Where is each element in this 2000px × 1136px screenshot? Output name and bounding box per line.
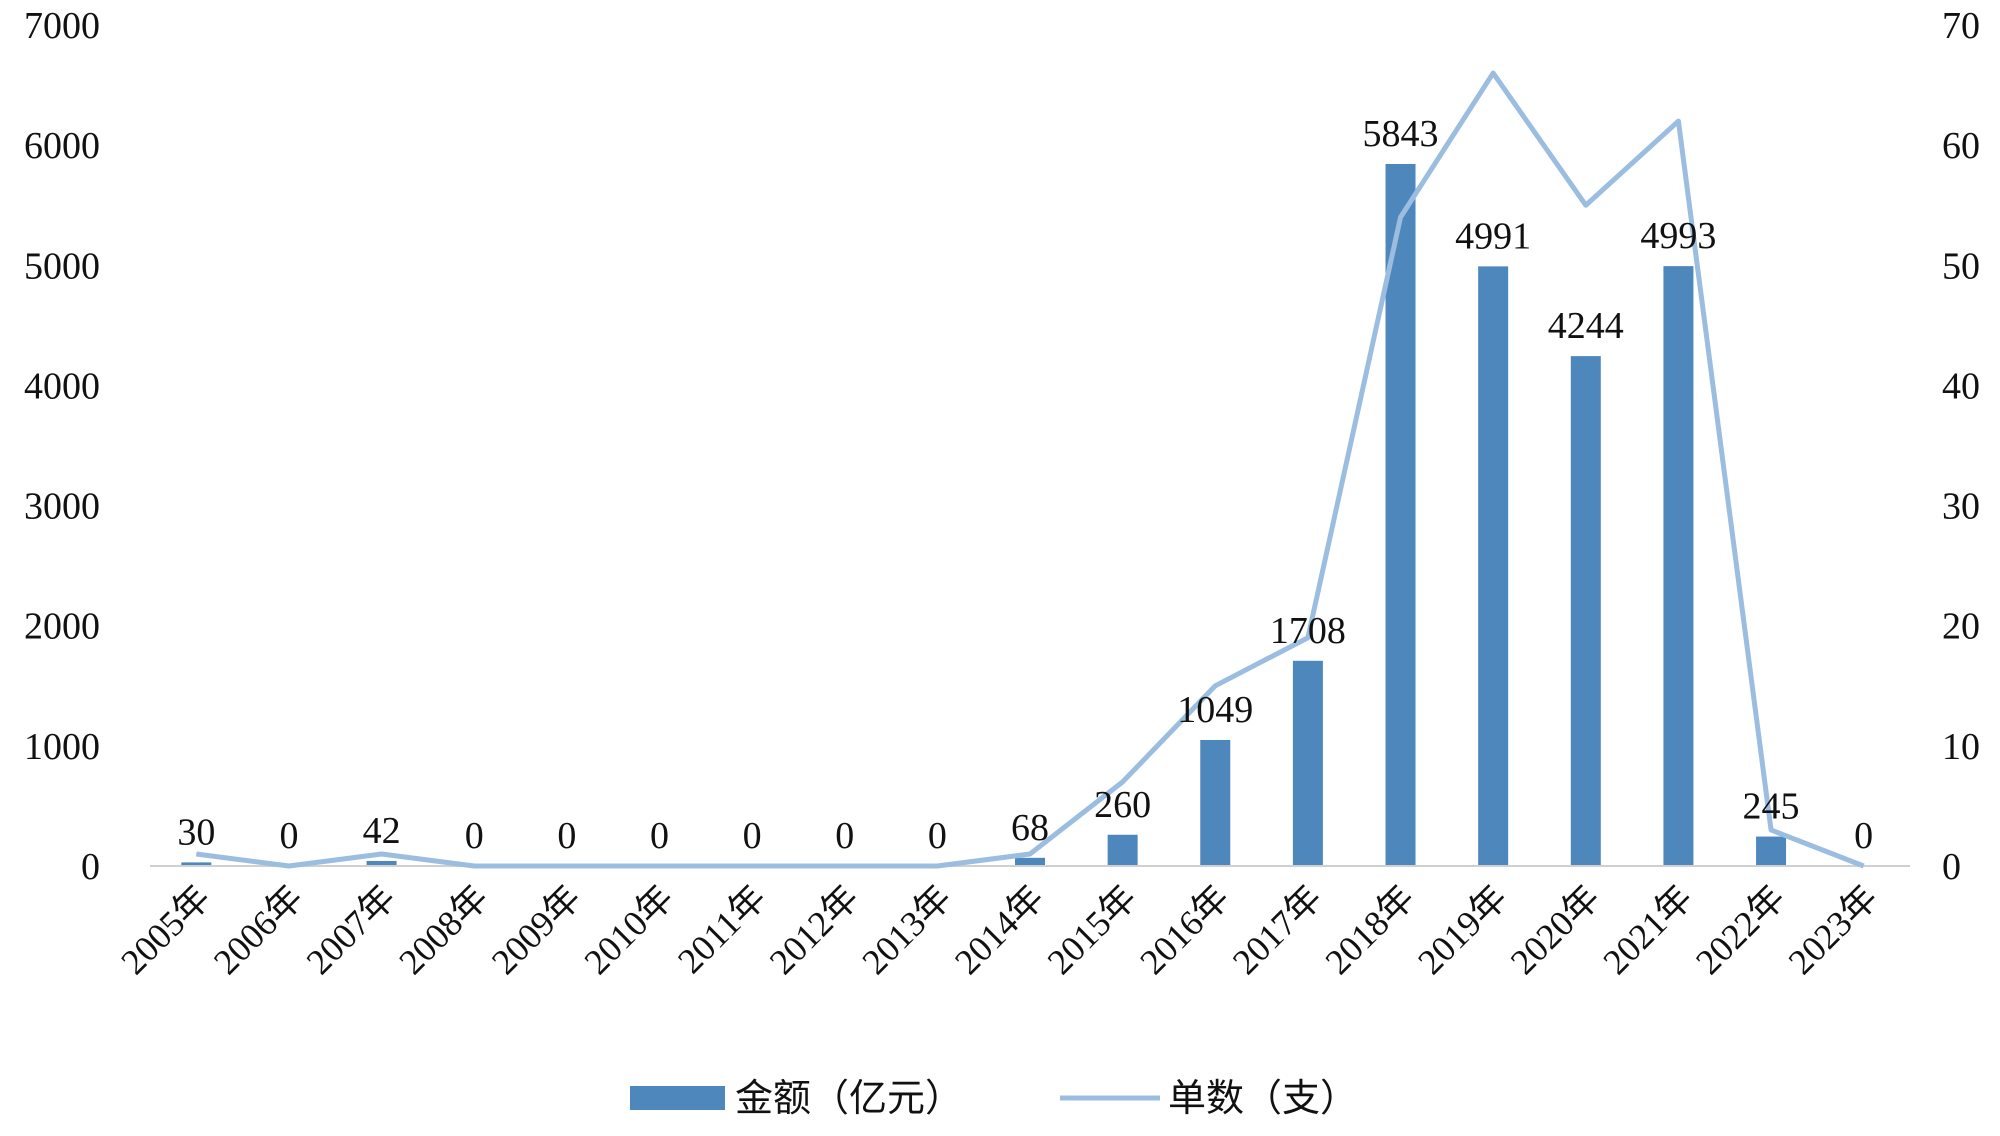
x-axis-tick: 2013年 (854, 877, 959, 982)
x-axis-tick: 2016年 (1132, 877, 1237, 982)
bar (1756, 836, 1787, 866)
bar-data-label: 4993 (1640, 215, 1716, 257)
legend: 金额（亿元） 单数（支） (630, 1078, 1358, 1120)
x-axis-tick: 2022年 (1688, 877, 1793, 982)
x-axis-tick: 2006年 (206, 877, 311, 982)
left-axis-tick: 1000 (24, 726, 100, 768)
x-axis-tick: 2008年 (391, 877, 496, 982)
x-axis-tick: 2023年 (1781, 877, 1886, 982)
left-axis-tick: 3000 (24, 486, 100, 528)
bar-data-label: 245 (1743, 786, 1800, 828)
left-axis-tick: 4000 (24, 365, 100, 407)
x-axis-tick: 2014年 (947, 877, 1052, 982)
bar (1478, 266, 1509, 866)
x-axis-tick: 2005年 (113, 877, 218, 982)
right-axis-tick: 60 (1942, 125, 1980, 167)
bar (1015, 857, 1045, 866)
x-axis-tick: 2018年 (1318, 877, 1423, 982)
bar (1107, 834, 1138, 866)
bar (1385, 164, 1416, 867)
bar-data-label: 4991 (1455, 215, 1531, 257)
x-axis-labels: 2005年2006年2007年2008年2009年2010年2011年2012年… (113, 877, 1885, 982)
bar-data-label: 4244 (1548, 305, 1624, 347)
bar-data-label: 0 (928, 815, 947, 857)
right-axis-tick: 30 (1942, 486, 1980, 528)
right-axis-tick: 40 (1942, 365, 1980, 407)
bar-data-label: 0 (1854, 815, 1873, 857)
legend-swatch-bar (630, 1086, 725, 1110)
x-axis-tick: 2010年 (576, 877, 681, 982)
x-axis-tick: 2007年 (299, 877, 404, 982)
bar-data-label: 0 (557, 815, 576, 857)
bar-data-label: 42 (363, 810, 401, 852)
bar-data-label: 0 (650, 815, 669, 857)
bar (1570, 356, 1601, 866)
left-axis-tick: 0 (81, 846, 100, 888)
bar-data-label: 30 (177, 811, 215, 853)
bar-data-label: 260 (1094, 784, 1151, 826)
right-axis-tick: 10 (1942, 726, 1980, 768)
bar (366, 860, 397, 866)
x-axis-tick: 2015年 (1040, 877, 1145, 982)
x-axis-tick: 2020年 (1503, 877, 1608, 982)
bar-data-label: 0 (279, 815, 298, 857)
x-axis-tick: 2011年 (670, 877, 774, 981)
bar (1292, 660, 1323, 866)
right-axis: 0 10 20 30 40 50 60 70 (1942, 5, 1980, 888)
bar (1200, 739, 1231, 866)
x-axis-tick: 2012年 (762, 877, 867, 982)
left-axis-tick: 6000 (24, 125, 100, 167)
bar-data-label: 68 (1011, 807, 1049, 849)
bar (1663, 266, 1694, 866)
x-axis-tick: 2021年 (1595, 877, 1700, 982)
bar-data-label: 0 (743, 815, 762, 857)
bar-data-label: 5843 (1363, 113, 1439, 155)
legend-label-bar: 金额（亿元） (735, 1078, 963, 1120)
bar-data-labels: 30 0 42 0 0 0 0 0 0 68 260 1049 1708 5843 4991 4244 4993… (177, 113, 1873, 857)
left-axis-tick: 5000 (24, 245, 100, 287)
left-axis-tick: 7000 (24, 5, 100, 47)
right-axis-tick: 50 (1942, 245, 1980, 287)
x-axis-tick: 2019年 (1410, 877, 1515, 982)
left-axis-tick: 2000 (24, 606, 100, 648)
right-axis-tick: 0 (1942, 846, 1961, 888)
legend-label-line: 单数（支） (1168, 1078, 1358, 1120)
right-axis-tick: 20 (1942, 606, 1980, 648)
bar-data-label: 0 (835, 815, 854, 857)
right-axis-tick: 70 (1942, 5, 1980, 47)
bar (181, 862, 212, 866)
bar-data-label: 1049 (1177, 689, 1253, 731)
bar-data-label: 0 (465, 815, 484, 857)
left-axis: 0 1000 2000 3000 4000 5000 6000 7000 (24, 5, 100, 888)
line-series (195, 70, 1865, 869)
x-axis-tick: 2017年 (1225, 877, 1330, 982)
bar-series (181, 164, 1787, 867)
x-axis-tick: 2009年 (484, 877, 589, 982)
bar-data-label: 1708 (1270, 610, 1346, 652)
